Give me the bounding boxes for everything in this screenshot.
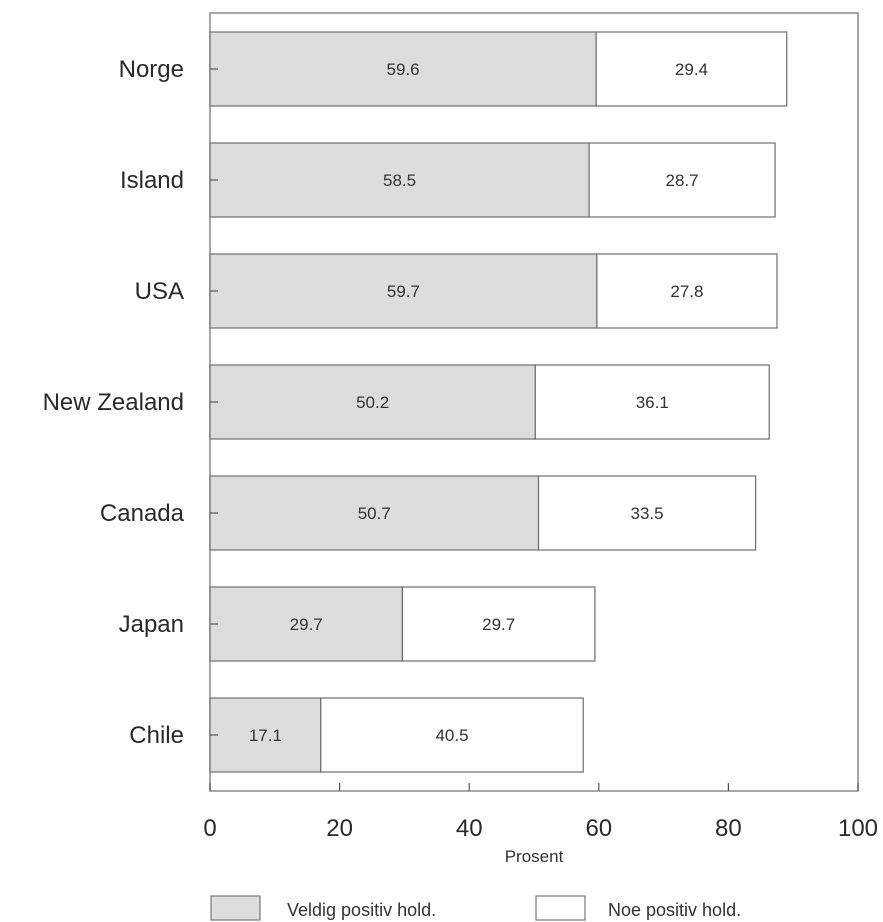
x-tick-label: 40 <box>456 815 483 842</box>
bar-veldig-japan <box>209 586 404 662</box>
bar-veldig-norge <box>209 31 597 107</box>
bar-value-label: 40.5 <box>435 726 468 745</box>
bar-value-label: 50.2 <box>356 393 389 412</box>
legend-swatch <box>535 895 586 921</box>
legend: Veldig positiv hold. Noe positiv hold. <box>210 895 741 921</box>
bars-group: 59.6 29.4 58.5 28.7 59.7 27.8 50.2 36.1 50.7 33.5… <box>209 31 788 773</box>
legend-label: Veldig positiv hold. <box>287 900 436 920</box>
bar-value-label: 33.5 <box>631 504 664 523</box>
bar-value-label: 27.8 <box>670 282 703 301</box>
bar-veldig-canada <box>209 475 540 551</box>
x-tick-label: 20 <box>326 815 353 842</box>
category-labels: Norge Island USA New Zealand Canada Japan Chil… <box>43 56 185 749</box>
bar-noe-canada <box>537 475 757 551</box>
bar-veldig-usa <box>209 253 598 329</box>
bar-value-label: 59.6 <box>387 60 420 79</box>
x-tick-label: 60 <box>585 815 612 842</box>
bar-value-label: 28.7 <box>666 171 699 190</box>
bar-value-label: 29.4 <box>675 60 708 79</box>
bar-noe-new-zealand <box>534 364 770 440</box>
category-label: USA <box>135 278 184 305</box>
bar-veldig-island <box>209 142 590 218</box>
x-axis-ticks: 0 20 40 60 80 100 <box>203 783 878 842</box>
category-label: Island <box>120 167 184 194</box>
bar-noe-chile <box>320 697 584 773</box>
legend-swatch <box>210 895 261 921</box>
bar-value-label: 29.7 <box>290 615 323 634</box>
legend-label: Noe positiv hold. <box>608 900 741 920</box>
bar-noe-norge <box>595 31 788 107</box>
bar-value-label: 50.7 <box>358 504 391 523</box>
x-tick-label: 0 <box>203 815 216 842</box>
category-label: Norge <box>119 56 184 83</box>
bar-noe-usa <box>596 253 778 329</box>
x-tick-label: 80 <box>715 815 742 842</box>
category-label: New Zealand <box>43 389 184 416</box>
bar-value-label: 59.7 <box>387 282 420 301</box>
bar-noe-island <box>588 142 776 218</box>
bar-veldig-chile <box>209 697 322 773</box>
category-label: Japan <box>119 611 184 638</box>
bar-value-label: 58.5 <box>383 171 416 190</box>
bar-value-label: 29.7 <box>482 615 515 634</box>
bar-value-label: 36.1 <box>636 393 669 412</box>
category-label: Canada <box>100 500 185 527</box>
category-label: Chile <box>129 722 184 749</box>
bar-noe-japan <box>401 586 596 662</box>
x-axis-title: Prosent <box>505 847 564 866</box>
bar-value-label: 17.1 <box>249 726 282 745</box>
x-tick-label: 100 <box>838 815 878 842</box>
